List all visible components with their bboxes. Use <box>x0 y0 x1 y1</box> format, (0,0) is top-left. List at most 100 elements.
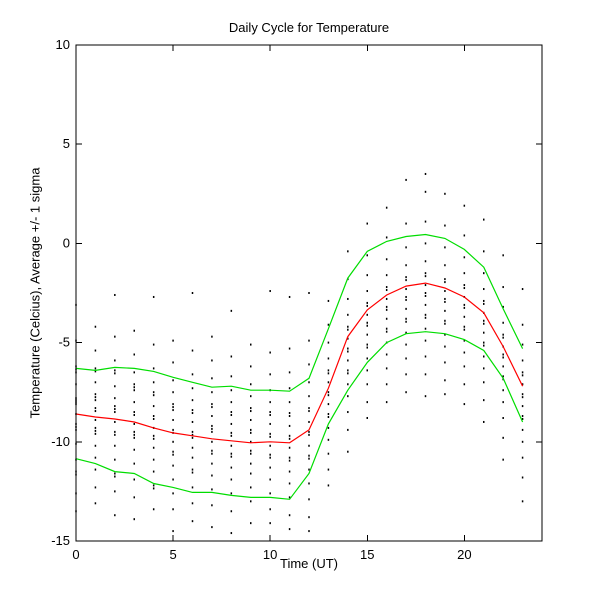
scatter-point <box>250 462 252 465</box>
scatter-point <box>94 486 97 489</box>
scatter-point <box>152 417 155 420</box>
scatter-point <box>269 456 271 459</box>
scatter-point <box>483 288 485 291</box>
scatter-point <box>347 411 349 414</box>
scatter-point <box>424 327 427 330</box>
scatter-point <box>502 416 504 419</box>
scatter-point <box>308 292 310 294</box>
scatter-point <box>269 478 271 481</box>
scatter-point <box>191 412 194 415</box>
scatter-point <box>424 172 427 175</box>
scatter-point <box>308 433 310 436</box>
scatter-point <box>133 478 135 481</box>
scatter-point <box>405 298 407 301</box>
scatter-point <box>269 508 271 511</box>
scatter-point <box>327 452 330 455</box>
scatter-point <box>269 444 271 447</box>
scatter-point <box>230 389 233 392</box>
scatter-point <box>385 383 388 386</box>
scatter-point <box>230 414 233 417</box>
scatter-point <box>521 396 524 399</box>
scatter-point <box>250 472 252 475</box>
scatter-point <box>521 405 524 408</box>
scatter-point <box>230 478 233 481</box>
scatter-point <box>502 458 504 461</box>
scatter-point <box>250 431 252 434</box>
scatter-point <box>521 383 524 386</box>
scatter-point <box>366 321 368 324</box>
scatter-point <box>444 224 446 227</box>
scatter-point <box>152 487 155 490</box>
scatter-point <box>152 484 155 487</box>
scatter-point <box>366 313 368 316</box>
scatter-point <box>405 264 407 267</box>
scatter-point <box>191 471 194 474</box>
scatter-point <box>133 414 135 417</box>
scatter-point <box>250 343 252 346</box>
scatter-point <box>327 403 330 406</box>
scatter-point <box>463 365 466 368</box>
scatter-point <box>405 317 407 320</box>
scatter-point <box>463 403 466 406</box>
scatter-point <box>230 492 233 495</box>
scatter-point <box>269 401 271 404</box>
scatter-point <box>133 518 135 521</box>
scatter-point <box>269 411 271 414</box>
scatter-point <box>211 359 213 362</box>
scatter-point <box>444 319 446 322</box>
scatter-point <box>366 416 368 419</box>
scatter-point <box>133 383 135 386</box>
scatter-point <box>308 395 310 398</box>
scatter-point <box>191 409 194 412</box>
scatter-point <box>94 381 97 384</box>
scatter-point <box>172 418 174 421</box>
scatter-point <box>444 309 446 312</box>
scatter-point <box>288 456 291 459</box>
scatter-point <box>463 303 466 306</box>
scatter-point <box>191 468 194 471</box>
scatter-point <box>94 393 97 396</box>
scatter-point <box>424 284 427 287</box>
scatter-point <box>211 424 213 427</box>
scatter-point <box>94 429 97 432</box>
scatter-point <box>152 391 155 394</box>
scatter-point <box>463 351 466 354</box>
scatter-point <box>444 379 446 382</box>
scatter-point <box>444 278 446 281</box>
scatter-point <box>483 381 485 384</box>
scatter-point <box>133 353 135 356</box>
scatter-point <box>172 440 174 443</box>
scatter-point <box>211 377 213 380</box>
scatter-point <box>366 369 368 372</box>
scatter-point <box>424 242 427 245</box>
scatter-point <box>521 393 524 396</box>
scatter-point <box>347 313 349 316</box>
scatter-point <box>152 415 155 418</box>
scatter-point <box>366 274 368 277</box>
scatter-point <box>94 410 97 413</box>
scatter-point <box>288 401 291 404</box>
scatter-point <box>250 500 252 503</box>
scatter-point <box>230 401 233 404</box>
scatter-point <box>502 305 504 308</box>
scatter-point <box>385 289 388 292</box>
scatter-point <box>502 389 504 392</box>
average_minus_1_sigma-line <box>75 331 524 500</box>
scatter-point <box>444 345 446 348</box>
scatter-point <box>405 391 407 394</box>
scatter-point <box>347 383 349 386</box>
scatter-point <box>114 293 116 296</box>
scatter-point <box>172 339 174 342</box>
scatter-point <box>211 526 213 529</box>
scatter-point <box>133 430 135 433</box>
y-tick-label: -15 <box>51 533 70 548</box>
scatter-point <box>483 367 485 370</box>
scatter-point <box>152 367 155 370</box>
scatter-point <box>483 344 485 347</box>
scatter-point <box>385 286 388 289</box>
scatter-point <box>327 341 330 344</box>
scatter-point <box>133 329 135 332</box>
scatter-point <box>308 381 310 384</box>
scatter-point <box>172 361 174 364</box>
scatter-point <box>347 328 349 331</box>
